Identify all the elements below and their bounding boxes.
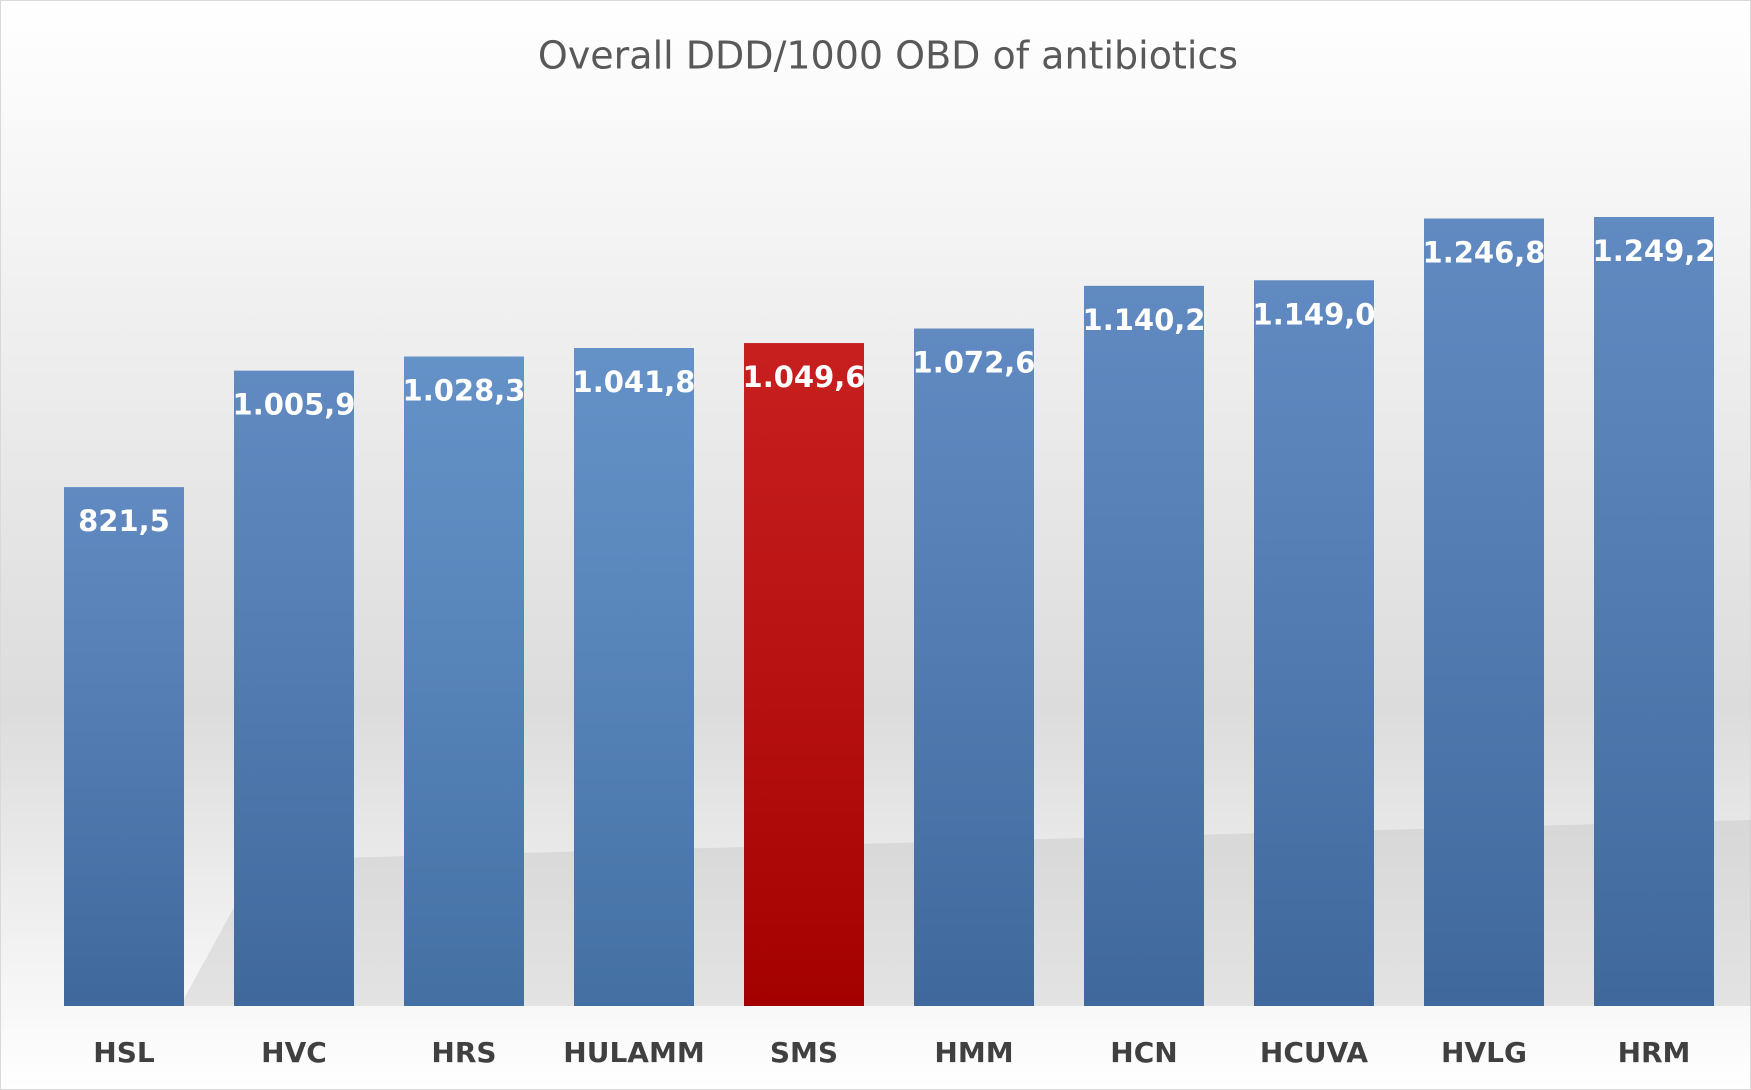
value-label: 1.249,2 — [1593, 234, 1716, 268]
bar-shade — [404, 356, 524, 1006]
x-tick-label: HRM — [1618, 1036, 1691, 1069]
bar-shade — [574, 347, 694, 1006]
value-label: 1.005,9 — [233, 388, 356, 422]
value-label: 1.140,2 — [1083, 303, 1206, 337]
value-label: 1.246,8 — [1423, 236, 1546, 270]
x-tick-label: HCN — [1110, 1036, 1177, 1069]
bar-shade — [64, 487, 184, 1007]
value-label: 1.049,6 — [743, 360, 866, 394]
x-tick-label: HVLG — [1441, 1036, 1527, 1069]
x-tick-label: HULAMM — [563, 1036, 704, 1069]
x-tick-label: HRS — [431, 1036, 496, 1069]
x-tick-label: SMS — [770, 1036, 838, 1069]
bar-shade — [914, 328, 1034, 1006]
value-label: 1.041,8 — [573, 365, 696, 399]
value-label: 1.028,3 — [403, 374, 526, 408]
bar-shade — [1424, 218, 1544, 1006]
bar-shade — [1254, 280, 1374, 1006]
x-tick-label: HVC — [261, 1036, 327, 1069]
value-label: 1.072,6 — [913, 346, 1036, 380]
bar-shade — [234, 370, 354, 1006]
chart-title: Overall DDD/1000 OBD of antibiotics — [538, 34, 1238, 78]
x-tick-label: HSL — [93, 1036, 155, 1069]
bar-shade — [1594, 217, 1714, 1006]
value-label: 821,5 — [78, 504, 170, 538]
bar-shade — [1084, 285, 1204, 1006]
x-tick-label: HCUVA — [1260, 1036, 1368, 1069]
x-tick-label: HMM — [934, 1036, 1013, 1069]
value-label: 1.149,0 — [1253, 297, 1376, 331]
bar-shade — [744, 343, 864, 1006]
